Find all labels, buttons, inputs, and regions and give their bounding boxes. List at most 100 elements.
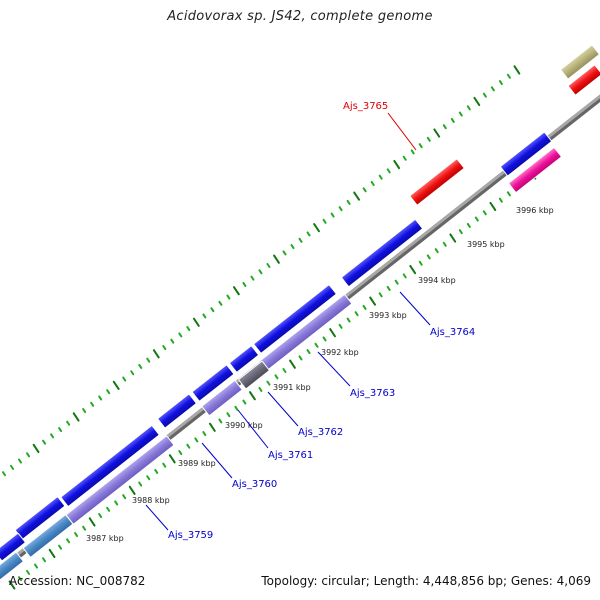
- minor-tick: [162, 345, 167, 351]
- cds-feature: [60, 425, 160, 507]
- inner-tick-track: [8, 170, 537, 590]
- minor-tick: [2, 471, 7, 477]
- minor-tick: [322, 336, 327, 342]
- gene-label-leader: [237, 409, 269, 449]
- cds-feature: [201, 380, 243, 416]
- minor-tick: [10, 464, 15, 470]
- gene-label[interactable]: Ajs_3764: [430, 327, 475, 338]
- minor-tick: [386, 285, 391, 291]
- major-tick: [249, 391, 256, 401]
- minor-tick: [146, 475, 151, 481]
- minor-tick: [258, 269, 263, 275]
- minor-tick: [42, 439, 47, 445]
- minor-tick: [298, 355, 303, 361]
- minor-tick: [330, 212, 335, 218]
- cds-feature: [0, 532, 26, 562]
- gene-label[interactable]: Ajs_3760: [232, 479, 277, 490]
- major-tick: [72, 412, 80, 422]
- minor-tick: [346, 199, 351, 205]
- minor-tick: [394, 279, 399, 285]
- major-tick: [353, 191, 361, 201]
- minor-tick: [106, 506, 111, 512]
- minor-tick: [122, 494, 127, 500]
- scale-label: 3996 kbp: [516, 206, 554, 215]
- minor-tick: [98, 395, 103, 401]
- minor-tick: [266, 380, 271, 386]
- minor-tick: [250, 275, 255, 281]
- minor-tick: [442, 241, 447, 247]
- scale-label: 3993 kbp: [369, 311, 407, 320]
- cds-feature: [567, 64, 600, 96]
- minor-tick: [82, 408, 87, 414]
- minor-tick: [282, 250, 287, 256]
- major-tick: [112, 380, 120, 390]
- gene-label-leader: [145, 504, 169, 531]
- major-tick: [8, 580, 16, 590]
- minor-tick: [290, 244, 295, 250]
- cds-feature: [508, 147, 562, 193]
- gene-label[interactable]: Ajs_3759: [168, 530, 213, 541]
- major-tick: [128, 485, 136, 495]
- minor-tick: [202, 313, 207, 319]
- minor-tick: [170, 338, 175, 344]
- minor-tick: [66, 538, 71, 544]
- scale-label: 3995 kbp: [467, 240, 505, 249]
- gene-label[interactable]: Ajs_3762: [298, 427, 343, 438]
- minor-tick: [410, 149, 415, 155]
- minor-tick: [58, 427, 63, 433]
- minor-tick: [338, 323, 343, 329]
- minor-tick: [482, 210, 487, 216]
- minor-tick: [482, 92, 487, 98]
- major-tick: [88, 517, 96, 527]
- major-tick: [513, 65, 521, 75]
- minor-tick: [466, 105, 471, 111]
- gene-label[interactable]: Ajs_3765: [343, 101, 388, 112]
- major-tick: [192, 317, 200, 327]
- minor-tick: [26, 452, 31, 458]
- minor-tick: [130, 370, 135, 376]
- minor-tick: [114, 500, 119, 506]
- minor-tick: [378, 292, 383, 298]
- minor-tick: [354, 311, 359, 317]
- minor-tick: [426, 254, 431, 260]
- minor-tick: [322, 218, 327, 224]
- major-tick: [48, 548, 56, 559]
- minor-tick: [186, 443, 191, 449]
- minor-tick: [66, 420, 71, 426]
- major-tick: [409, 264, 417, 275]
- major-tick: [313, 223, 320, 233]
- minor-tick: [90, 401, 95, 407]
- major-tick: [393, 159, 401, 170]
- major-tick: [289, 359, 296, 369]
- minor-tick: [346, 317, 351, 323]
- minor-tick: [218, 300, 223, 306]
- gene-label[interactable]: Ajs_3763: [350, 388, 395, 399]
- minor-tick: [370, 180, 375, 186]
- minor-tick: [306, 231, 311, 237]
- minor-tick: [442, 124, 447, 130]
- minor-tick: [154, 468, 159, 474]
- minor-tick: [18, 458, 23, 464]
- minor-tick: [498, 197, 503, 203]
- major-tick: [433, 128, 441, 138]
- minor-tick: [50, 433, 55, 439]
- minor-tick: [434, 248, 439, 254]
- gene-label[interactable]: Ajs_3761: [268, 450, 313, 461]
- scale-label: 3989 kbp: [178, 459, 216, 468]
- major-tick: [152, 349, 160, 359]
- minor-tick: [210, 307, 215, 313]
- minor-tick: [26, 569, 31, 575]
- minor-tick: [178, 332, 183, 338]
- minor-tick: [226, 294, 231, 300]
- feature-track: [0, 44, 600, 581]
- minor-tick: [226, 412, 231, 418]
- scale-label: 3992 kbp: [321, 348, 359, 357]
- scale-label: 3994 kbp: [418, 276, 456, 285]
- minor-tick: [202, 431, 207, 437]
- major-tick: [473, 96, 481, 107]
- minor-tick: [74, 532, 79, 538]
- minor-tick: [282, 368, 287, 374]
- minor-tick: [58, 544, 63, 550]
- minor-tick: [82, 525, 87, 531]
- scale-label: 3990 kbp: [225, 421, 263, 430]
